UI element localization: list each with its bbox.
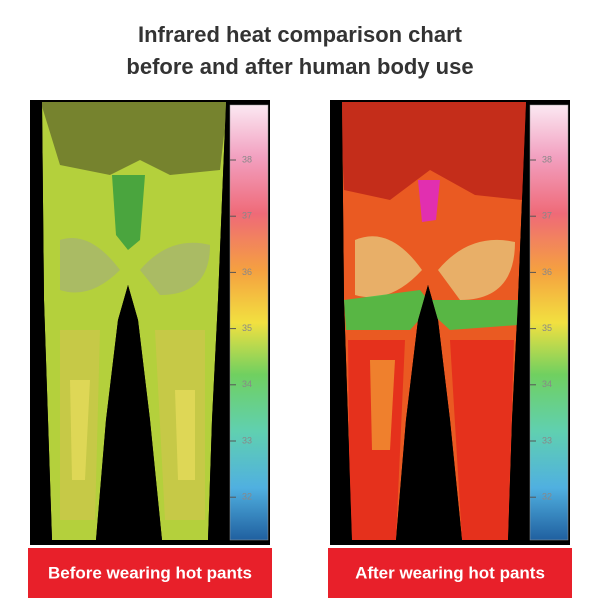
heat-region (175, 390, 195, 480)
scale-tick-label: 36 (242, 267, 252, 277)
heat-region (438, 239, 515, 300)
thermal-body (42, 102, 226, 540)
panel: 38 37 36 35 34 33 32 Before wearing hot pants (28, 100, 272, 598)
heat-region (42, 102, 226, 175)
heat-region (355, 236, 422, 298)
scale-tick-label: 33 (242, 435, 252, 445)
heat-region (450, 340, 514, 540)
heat-region (342, 102, 526, 200)
scale-tick-label: 32 (242, 492, 252, 502)
scale-tick-label: 38 (542, 154, 552, 164)
heat-region (140, 242, 210, 295)
scale-tick-label: 37 (242, 211, 252, 221)
panel: 38 37 36 35 34 33 32 After wearing hot pants (328, 100, 572, 598)
heat-region (418, 180, 440, 222)
scale-tick-label: 34 (542, 379, 552, 389)
color-scale (229, 104, 269, 541)
label-background (328, 548, 572, 598)
title-line-1: Infrared heat comparison chart (138, 22, 463, 47)
heat-region (70, 380, 90, 480)
panel-label: Before wearing hot pants (48, 563, 252, 582)
scale-tick-label: 35 (542, 323, 552, 333)
scale-tick-label: 36 (542, 267, 552, 277)
heat-region (60, 238, 120, 293)
scale-tick-label: 38 (242, 154, 252, 164)
heat-region (370, 360, 395, 450)
color-scale (529, 104, 569, 541)
panel-label: After wearing hot pants (355, 563, 545, 582)
thermal-body (342, 102, 526, 540)
scale-tick-label: 34 (242, 379, 252, 389)
scale-tick-label: 35 (242, 323, 252, 333)
label-background (28, 548, 272, 598)
title-line-2: before and after human body use (126, 54, 473, 79)
scale-tick-label: 33 (542, 435, 552, 445)
scale-tick-label: 37 (542, 211, 552, 221)
heat-region (112, 175, 145, 250)
scale-tick-label: 32 (542, 492, 552, 502)
